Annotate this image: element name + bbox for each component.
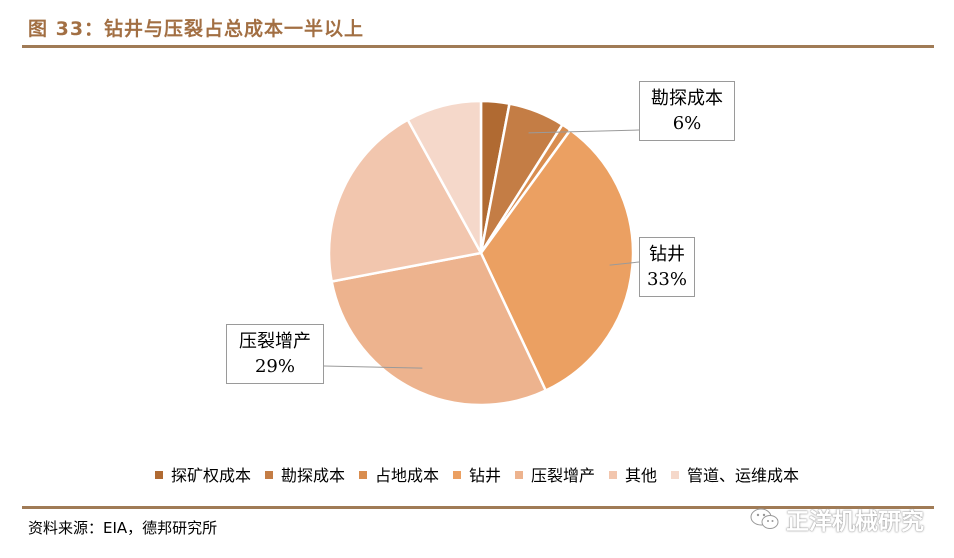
- legend-label-1: 勘探成本: [280, 466, 345, 485]
- callout-leader-line-2: [323, 365, 423, 369]
- legend-swatch-0: [154, 470, 163, 479]
- legend-label-2: 占地成本: [374, 466, 439, 485]
- callout-fracturing-name: 压裂增产: [239, 331, 311, 352]
- legend-swatch-6: [671, 470, 680, 479]
- legend-label-3: 钻井: [468, 466, 501, 485]
- wechat-icon: [750, 508, 779, 529]
- legend-item-5: 其他: [609, 462, 657, 486]
- legend-item-0: 探矿权成本: [154, 462, 251, 486]
- callout-drilling-pct: 33%: [646, 269, 687, 290]
- figure-title: 图 33：钻井与压裂占总成本一半以上: [28, 18, 365, 40]
- legend-item-2: 占地成本: [358, 462, 439, 486]
- callout-drilling-name: 钻井: [649, 244, 685, 265]
- callout-fracturing: 压裂增产 29%: [226, 324, 324, 384]
- source-note: 资料来源：EIA，德邦研究所: [28, 519, 218, 537]
- legend-swatch-5: [609, 470, 618, 479]
- title-divider: [22, 45, 934, 48]
- pie-slice-3: [479, 128, 635, 392]
- pie-chart: [323, 99, 640, 407]
- legend-item-4: 压裂增产: [515, 462, 595, 486]
- pie-slice-6: [406, 99, 483, 255]
- callout-leader-line-1: [609, 261, 640, 266]
- callout-exploration-pct: 6%: [672, 113, 702, 134]
- legend-swatch-3: [452, 470, 461, 479]
- legend-label-6: 管道、运维成本: [687, 466, 800, 485]
- legend-label-5: 其他: [625, 466, 658, 485]
- legend-label-0: 探矿权成本: [170, 466, 251, 485]
- watermark-text: 正洋机械研究: [786, 509, 924, 535]
- callout-leader-line-0: [528, 129, 640, 134]
- footer-divider: [22, 506, 934, 509]
- legend-swatch-2: [358, 470, 367, 479]
- legend-item-3: 钻井: [452, 462, 501, 486]
- legend-label-4: 压裂增产: [531, 466, 596, 485]
- legend-swatch-4: [515, 470, 523, 479]
- callout-exploration: 勘探成本 6%: [639, 81, 735, 141]
- callout-fracturing-pct: 29%: [254, 356, 295, 377]
- legend-swatch-1: [264, 470, 273, 479]
- callout-exploration-name: 勘探成本: [651, 88, 723, 109]
- legend-item-6: 管道、运维成本: [671, 462, 799, 486]
- pie-slice-5: [327, 118, 483, 283]
- chart-legend: 探矿权成本 勘探成本 占地成本 钻井 压裂增产 其他 管道、运维成本: [0, 462, 954, 486]
- callout-drilling: 钻井 33%: [639, 237, 695, 297]
- legend-item-1: 勘探成本: [264, 462, 345, 486]
- watermark: 正洋机械研究: [750, 502, 924, 536]
